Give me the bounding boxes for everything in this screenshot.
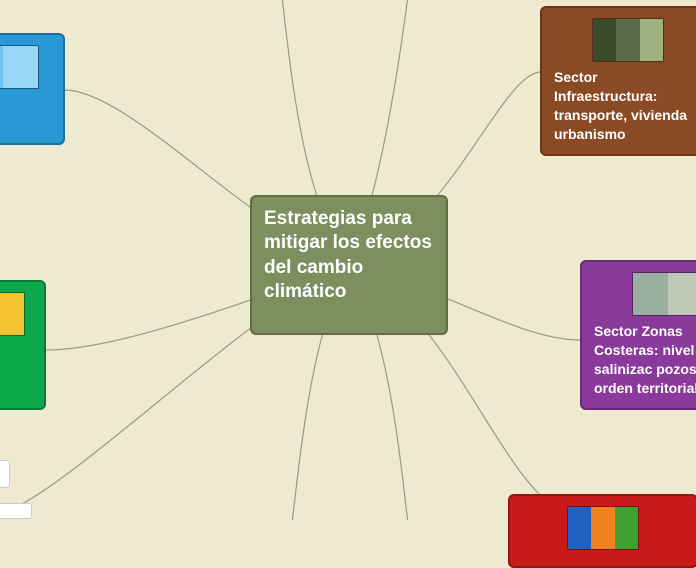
node-thumbnail [0, 45, 39, 89]
branch-node-green[interactable]: encia, [0, 280, 46, 410]
branch-node-label: encia, [0, 348, 32, 367]
node-thumbnail [592, 18, 664, 62]
node-thumbnail [632, 272, 696, 316]
ui-control-box[interactable] [0, 460, 10, 488]
node-thumbnail [567, 506, 639, 550]
branch-node-purple[interactable]: Sector Zonas Costeras: nivel mar, salini… [580, 260, 696, 410]
branch-node-red[interactable] [508, 494, 696, 568]
branch-node-label: Sector Zonas Costeras: nivel mar, salini… [594, 322, 696, 398]
center-node[interactable]: Estrategias para mitigar los efectos del… [250, 195, 448, 335]
center-node-label: Estrategias para mitigar los efectos del… [264, 207, 434, 304]
ui-control-box[interactable] [0, 503, 32, 519]
branch-node-blue[interactable] [0, 33, 65, 145]
branch-node-brown[interactable]: Sector Infraestructura: transporte, vivi… [540, 6, 696, 156]
branch-node-label: Sector Infraestructura: transporte, vivi… [554, 68, 696, 144]
node-thumbnail [0, 292, 25, 336]
